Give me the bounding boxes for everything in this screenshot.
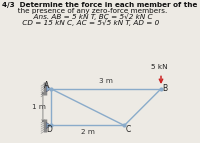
Text: B: B <box>162 84 167 93</box>
Text: D: D <box>46 125 52 134</box>
Text: A: A <box>44 81 49 90</box>
Text: CD = 15 kN C, AC = 5√5 kN T, AD = 0: CD = 15 kN C, AC = 5√5 kN T, AD = 0 <box>2 19 159 26</box>
Text: 5 kN: 5 kN <box>151 64 168 70</box>
Text: the presence of any zero-force members.: the presence of any zero-force members. <box>2 8 167 14</box>
Text: 4/3  Determine the force in each member of the truss. Note: 4/3 Determine the force in each member o… <box>2 2 200 8</box>
Text: C: C <box>125 125 131 134</box>
Text: 2 m: 2 m <box>81 129 95 135</box>
Text: 1 m: 1 m <box>32 104 46 110</box>
Text: Ans. AB = 5 kN T, BC = 5√2 kN C: Ans. AB = 5 kN T, BC = 5√2 kN C <box>2 14 153 20</box>
Polygon shape <box>46 122 51 129</box>
Text: 3 m: 3 m <box>99 78 113 84</box>
Polygon shape <box>46 86 51 92</box>
